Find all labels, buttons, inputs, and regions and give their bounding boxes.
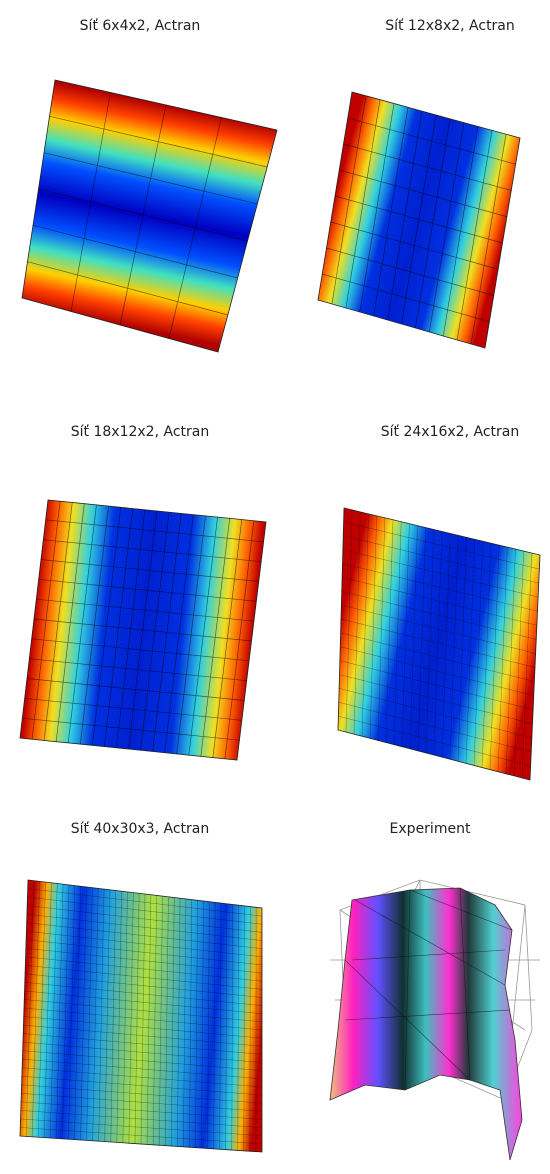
- panel-title: Síť 24x16x2, Actran: [381, 424, 519, 440]
- panel-title: Experiment: [390, 821, 471, 837]
- mesh-surface: [338, 508, 540, 780]
- measured-surface: [330, 888, 522, 1160]
- figure: Síť 6x4x2, Actran Síť 12x8x2, Actran Síť…: [0, 0, 550, 1170]
- panel-title: Síť 6x4x2, Actran: [80, 18, 201, 34]
- panel-title: Síť 12x8x2, Actran: [385, 18, 515, 34]
- mesh-surface: [22, 80, 277, 352]
- page: Síť 6x4x2, Actran Síť 12x8x2, Actran Síť…: [0, 0, 550, 1170]
- panel-title: Síť 18x12x2, Actran: [71, 424, 209, 440]
- panel-title: Síť 40x30x3, Actran: [71, 821, 209, 837]
